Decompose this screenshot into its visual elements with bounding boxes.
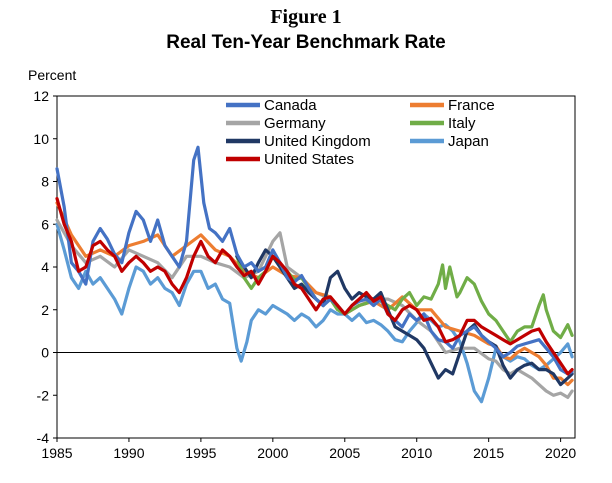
legend-label-united-kingdom: United Kingdom — [264, 133, 371, 150]
y-tick-label: 0 — [41, 345, 49, 361]
y-tick-label: -4 — [37, 430, 50, 446]
y-tick-label: 12 — [33, 88, 49, 104]
legend-label-canada: Canada — [264, 97, 317, 114]
x-tick-label: 2015 — [473, 445, 504, 461]
legend: Canada France Germany Italy United Kingdom Ja… — [226, 97, 495, 168]
y-tick-label: 4 — [41, 259, 49, 275]
y-tick-label: 10 — [33, 131, 49, 147]
series-line-canada — [55, 145, 574, 376]
legend-label-japan: Japan — [448, 133, 489, 150]
y-tick-label: 8 — [41, 174, 49, 190]
figure-label: Figure 1 — [270, 6, 342, 28]
series-line-united-states — [55, 197, 574, 376]
y-tick-label: 2 — [41, 302, 49, 318]
x-tick-label: 2000 — [257, 445, 288, 461]
x-tick-label: 1985 — [41, 445, 72, 461]
series-lines — [55, 145, 574, 404]
legend-label-germany: Germany — [264, 115, 326, 132]
series-line-united-kingdom — [235, 248, 574, 387]
x-tick-label: 2005 — [329, 445, 360, 461]
x-tick-label: 1990 — [113, 445, 144, 461]
y-axis-label: Percent — [28, 67, 76, 83]
x-tick-label: 2020 — [545, 445, 576, 461]
y-tick-label: -2 — [37, 387, 50, 403]
legend-label-france: France — [448, 97, 495, 114]
axes: -4 -2 0 2 4 6 8 10 12 1985 1990 1995 2000 2005 2010 201… — [33, 88, 576, 461]
x-tick-label: 1995 — [185, 445, 216, 461]
x-tick-label: 2010 — [401, 445, 432, 461]
series-line-japan — [55, 222, 574, 404]
legend-label-italy: Italy — [448, 115, 476, 132]
legend-label-united-states: United States — [264, 151, 354, 168]
chart-title: Real Ten-Year Benchmark Rate — [166, 32, 446, 53]
y-tick-label: 6 — [41, 216, 49, 232]
